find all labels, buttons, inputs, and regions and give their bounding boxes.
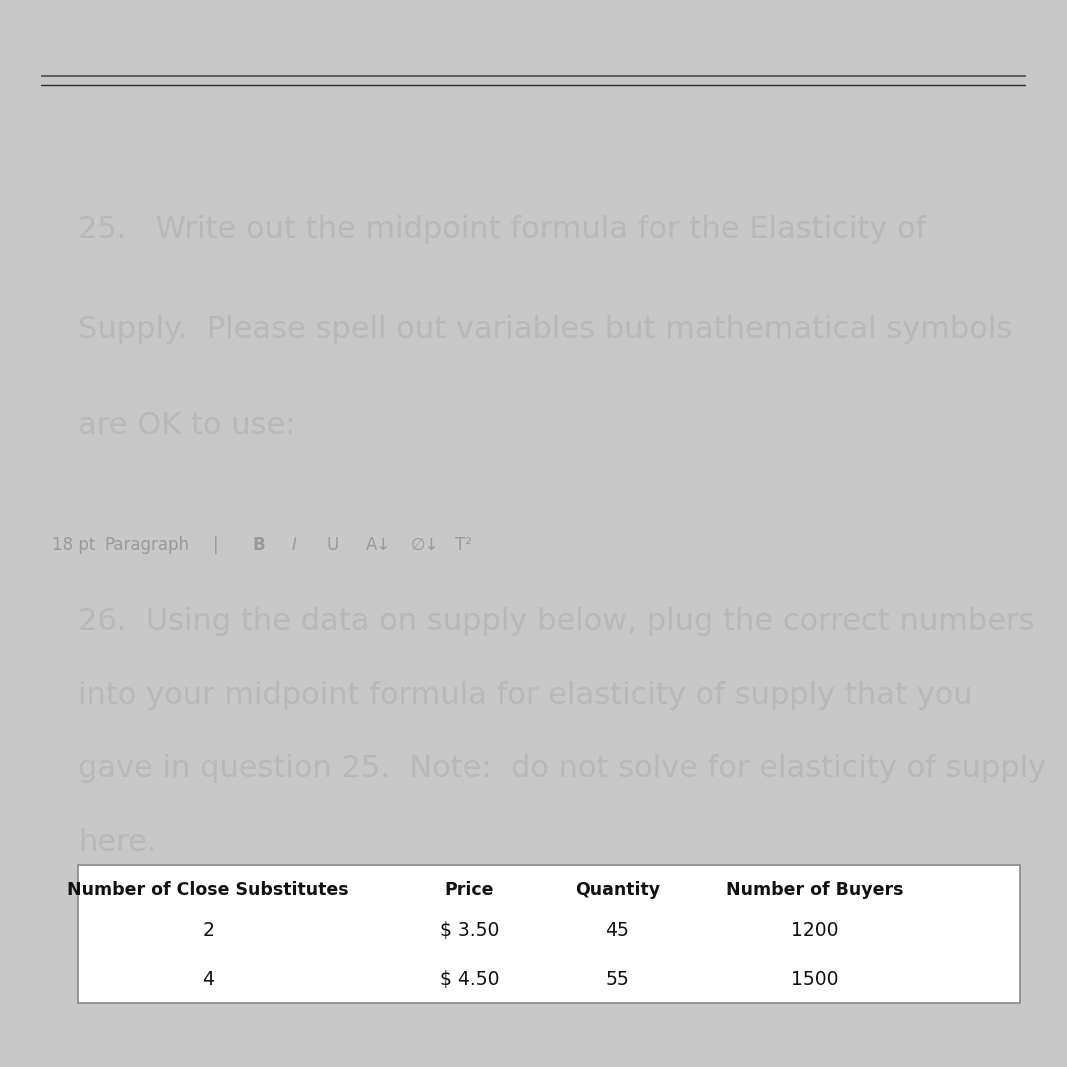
Text: 2: 2 <box>203 922 214 940</box>
Text: Number of Close Substitutes: Number of Close Substitutes <box>67 881 349 898</box>
Text: Number of Buyers: Number of Buyers <box>726 881 904 898</box>
Text: gave in question 25.  Note:  do not solve for elasticity of supply: gave in question 25. Note: do not solve … <box>78 754 1046 783</box>
Text: Paragraph: Paragraph <box>105 536 190 554</box>
Text: 45: 45 <box>605 922 630 940</box>
Text: here.: here. <box>78 828 157 857</box>
Text: ∅↓: ∅↓ <box>410 536 439 554</box>
Text: into your midpoint formula for elasticity of supply that you: into your midpoint formula for elasticit… <box>78 681 973 710</box>
Text: T²: T² <box>455 536 472 554</box>
FancyBboxPatch shape <box>78 864 1020 1003</box>
Text: A↓: A↓ <box>366 536 392 554</box>
Text: $ 4.50: $ 4.50 <box>440 970 499 989</box>
Text: |: | <box>213 536 219 554</box>
Text: 4: 4 <box>202 970 214 989</box>
Text: 18 pt: 18 pt <box>52 536 96 554</box>
Text: I: I <box>292 536 297 554</box>
Text: Quantity: Quantity <box>575 881 659 898</box>
Text: Supply.  Please spell out variables but mathematical symbols: Supply. Please spell out variables but m… <box>78 316 1013 345</box>
Text: 1500: 1500 <box>791 970 839 989</box>
Text: 55: 55 <box>605 970 630 989</box>
Text: are OK to use:: are OK to use: <box>78 411 296 440</box>
Text: U: U <box>327 536 338 554</box>
Text: Price: Price <box>445 881 494 898</box>
Text: 26.  Using the data on supply below, plug the correct numbers: 26. Using the data on supply below, plug… <box>78 607 1035 636</box>
Text: 25.   Write out the midpoint formula for the Elasticity of: 25. Write out the midpoint formula for t… <box>78 216 926 244</box>
Text: 1200: 1200 <box>791 922 839 940</box>
Text: $ 3.50: $ 3.50 <box>440 922 499 940</box>
Text: B: B <box>253 536 265 554</box>
